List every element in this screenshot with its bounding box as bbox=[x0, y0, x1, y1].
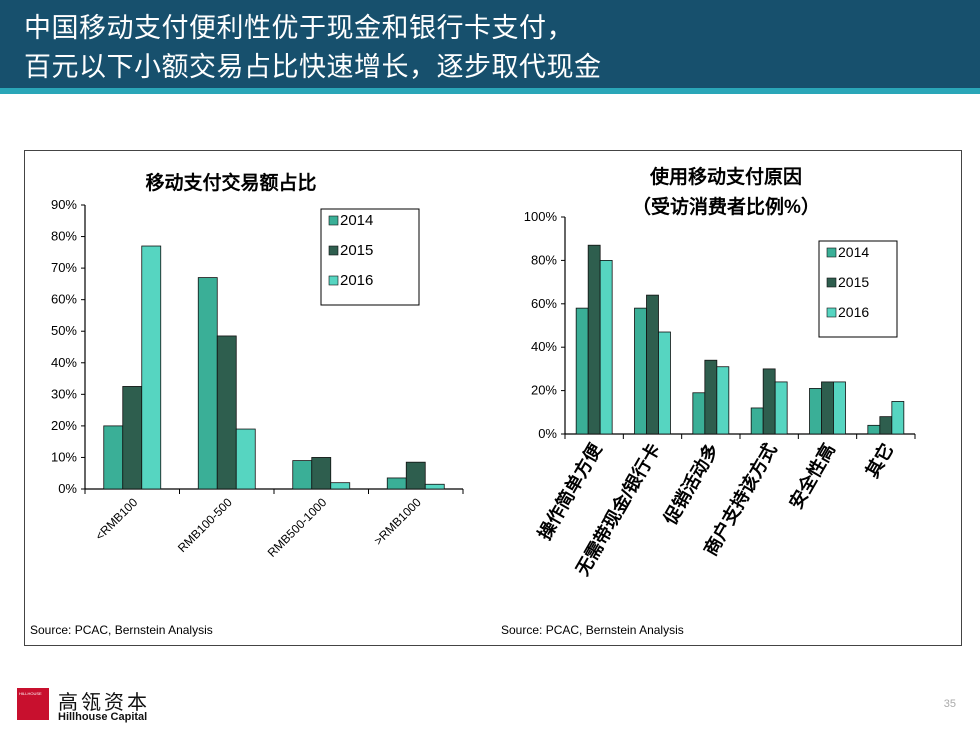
legend-swatch-0-1 bbox=[328, 245, 339, 256]
y-tick-label-0-1: 10% bbox=[51, 449, 77, 464]
bar-0-2016-3 bbox=[424, 483, 445, 490]
chart-title-1: 使用移动支付原因 bbox=[649, 165, 802, 188]
bar-1-2015-0 bbox=[587, 244, 601, 435]
y-tick-label-1-0: 0% bbox=[538, 426, 557, 441]
hillhouse-logo bbox=[17, 688, 49, 720]
y-tick-label-0-6: 60% bbox=[51, 292, 77, 307]
bar-1-2015-2 bbox=[704, 359, 718, 435]
bar-0-2014-1 bbox=[197, 277, 218, 490]
bar-0-2014-2 bbox=[292, 460, 313, 490]
brand-name-cn: 高瓴资本 bbox=[58, 690, 150, 714]
legend-swatch-1-1 bbox=[826, 277, 837, 288]
page-number: 35 bbox=[943, 698, 956, 710]
x-label-1-2: 促销活动多 bbox=[659, 440, 723, 529]
y-tick-label-1-5: 100% bbox=[524, 209, 558, 224]
bar-1-2016-3 bbox=[774, 381, 788, 435]
bar-1-2016-5 bbox=[891, 401, 905, 435]
chart-title-0: 移动支付交易额占比 bbox=[145, 171, 316, 194]
bar-1-2014-4 bbox=[809, 388, 822, 435]
bar-1-2016-2 bbox=[716, 366, 730, 435]
legend-label-1-0: 2014 bbox=[838, 244, 869, 260]
legend-swatch-0-0 bbox=[328, 215, 339, 226]
y-tick-label-1-1: 20% bbox=[531, 383, 557, 398]
x-label-0-3: >RMB1000 bbox=[371, 495, 424, 548]
y-tick-label-0-5: 50% bbox=[51, 323, 77, 338]
chart-frame: 移动支付交易额占比 0% 10% 20% 30% 40% 50% 60% 70% 80% 90% <R… bbox=[24, 150, 962, 646]
y-tick-label-0-3: 30% bbox=[51, 386, 77, 401]
header-stripe bbox=[0, 88, 980, 94]
bar-0-2015-3 bbox=[405, 461, 426, 490]
header-bar bbox=[0, 0, 980, 88]
bar-0-2016-1 bbox=[235, 428, 256, 490]
legend-label-0-0: 2014 bbox=[340, 212, 373, 229]
y-tick-label-0-2: 20% bbox=[51, 418, 77, 433]
x-label-1-4: 安全性高 bbox=[785, 440, 839, 513]
bar-1-2015-1 bbox=[646, 294, 659, 435]
legend-swatch-1-2 bbox=[826, 307, 837, 318]
y-tick-label-1-3: 60% bbox=[531, 296, 557, 311]
chart-subtitle-1: （受访消费者比例%） bbox=[632, 195, 820, 218]
legend-label-0-1: 2015 bbox=[340, 242, 373, 259]
legend-swatch-0-2 bbox=[328, 275, 339, 286]
x-label-1-5: 其它 bbox=[861, 440, 897, 482]
bar-0-2016-0 bbox=[141, 245, 162, 490]
bar-0-2015-0 bbox=[122, 386, 143, 490]
bar-1-2015-5 bbox=[879, 416, 893, 435]
slide-title-line2: 百元以下小额交易占比快速增长，逐步取代现金 bbox=[24, 52, 602, 83]
bar-0-2016-2 bbox=[330, 482, 351, 490]
y-tick-label-0-8: 80% bbox=[51, 229, 77, 244]
legend-swatch-1-0 bbox=[826, 247, 837, 258]
x-label-0-0: <RMB100 bbox=[92, 495, 140, 543]
legend-label-1-2: 2016 bbox=[838, 304, 869, 320]
y-tick-label-1-2: 40% bbox=[531, 339, 557, 354]
bar-0-2014-3 bbox=[386, 477, 407, 490]
logo-text: HILLHOUSE bbox=[19, 691, 42, 696]
source-note-0: Source: PCAC, Bernstein Analysis bbox=[30, 623, 213, 637]
brand-name-en: Hillhouse Capital bbox=[58, 711, 148, 723]
x-label-0-1: RMB100-500 bbox=[175, 495, 235, 555]
bar-1-2015-4 bbox=[821, 381, 834, 435]
bar-1-2014-2 bbox=[692, 392, 706, 435]
slide-title-line1: 中国移动支付便利性优于现金和银行卡支付， bbox=[24, 13, 574, 44]
legend-label-0-2: 2016 bbox=[340, 272, 373, 289]
bar-0-2015-2 bbox=[311, 457, 332, 490]
bar-1-2016-1 bbox=[658, 331, 671, 435]
bar-1-2016-4 bbox=[833, 381, 846, 435]
bar-1-2014-0 bbox=[575, 307, 589, 435]
bar-1-2016-0 bbox=[599, 260, 613, 435]
source-note-1: Source: PCAC, Bernstein Analysis bbox=[501, 623, 684, 637]
y-tick-label-0-0: 0% bbox=[58, 481, 77, 496]
bar-1-2014-5 bbox=[867, 424, 881, 435]
y-tick-label-0-4: 40% bbox=[51, 355, 77, 370]
charts-svg: 移动支付交易额占比 0% 10% 20% 30% 40% 50% 60% 70% 80% 90% <R… bbox=[30, 165, 916, 637]
bar-0-2015-1 bbox=[216, 335, 237, 490]
bar-0-2014-0 bbox=[103, 425, 124, 490]
legend-label-1-1: 2015 bbox=[838, 274, 869, 290]
bar-1-2015-3 bbox=[762, 368, 776, 435]
y-tick-label-1-4: 80% bbox=[531, 252, 557, 267]
bar-1-2014-1 bbox=[634, 307, 647, 435]
y-tick-label-0-7: 70% bbox=[51, 260, 77, 275]
bar-1-2014-3 bbox=[750, 407, 764, 435]
x-label-0-2: RMB500-1000 bbox=[265, 495, 330, 560]
y-tick-label-0-9: 90% bbox=[51, 197, 77, 212]
